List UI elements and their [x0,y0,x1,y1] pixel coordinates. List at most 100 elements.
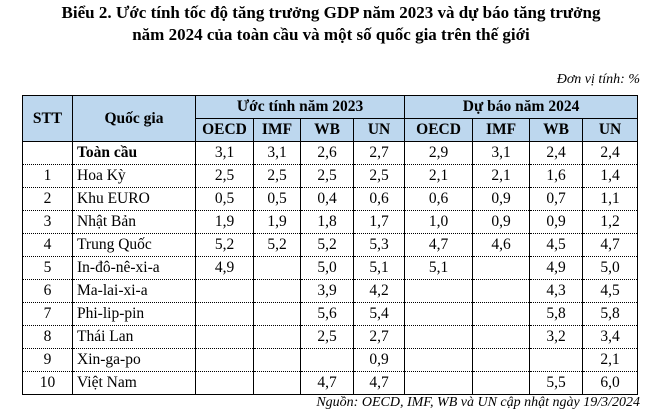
row-value: 4,2 [352,279,406,303]
row-value: 0,4 [300,187,354,211]
row-country: Việt Nam [72,371,196,395]
row-stt: 5 [22,256,73,280]
row-stt: 8 [22,325,73,349]
row-value: 4,5 [529,233,584,257]
row-value: 4,3 [529,279,584,303]
row-value: 1,9 [195,210,254,234]
header-row-groups: STT Quốc gia Ước tính năm 2023 Dự báo nă… [22,95,639,142]
row-country: Xin-ga-po [72,348,196,372]
row-value [404,348,474,372]
row-value: 5,1 [352,256,406,280]
row-value [253,348,301,372]
table-row: 10 Việt Nam 4,7 4,7 5,5 6,0 [22,371,639,395]
row-value: 4,7 [352,371,406,395]
row-value: 1,4 [582,164,639,188]
row-value: 5,5 [529,371,584,395]
row-stt: 7 [22,302,73,326]
row-value: 2,5 [352,164,406,188]
row-value [195,302,254,326]
row-value: 1,9 [253,210,301,234]
row-value: 5,0 [300,256,354,280]
row-value: 3,1 [472,141,531,165]
row-stt: 10 [22,371,73,395]
row-value [300,348,354,372]
header-un-2024: UN [582,118,639,142]
row-value [472,325,531,349]
row-value: 4,9 [195,256,254,280]
row-value [253,325,301,349]
row-value: 0,5 [253,187,301,211]
row-value: 2,5 [300,164,354,188]
row-value: 5,4 [352,302,406,326]
source-note: Nguồn: OECD, IMF, WB và UN cập nhật ngày… [316,395,640,410]
document-title: Biểu 2. Ước tính tốc độ tăng trưởng GDP … [0,2,662,46]
row-value: 1,7 [352,210,406,234]
row-value [253,302,301,326]
row-value [529,348,584,372]
row-stt: 9 [22,348,73,372]
table-row: 1 Hoa Kỳ 2,5 2,5 2,5 2,5 2,1 2,1 1,6 1,4 [22,164,639,188]
header-wb-2023: WB [300,118,354,142]
row-value: 1,6 [529,164,584,188]
header-row-sources: OECD IMF WB UN OECD IMF WB UN [23,118,639,142]
header-un-2023: UN [352,118,406,142]
row-value: 2,1 [472,164,531,188]
row-value: 2,4 [529,141,584,165]
row-value: 3,1 [253,141,301,165]
row-country: Hoa Kỳ [72,164,196,188]
row-value: 5,2 [253,233,301,257]
row-value: 5,8 [582,302,639,326]
table-row: 9 Xin-ga-po 0,9 2,1 [22,348,639,372]
row-value: 5,2 [195,233,254,257]
row-value [404,325,474,349]
row-value: 5,6 [300,302,354,326]
table-row: Toàn cầu 3,1 3,1 2,6 2,7 2,9 3,1 2,4 2,4 [22,141,639,165]
header-oecd-2023: OECD [195,118,254,142]
header-group-2024: Dự báo năm 2024 [404,95,639,119]
table-row: 8 Thái Lan 2,5 2,7 3,2 3,4 [22,325,639,349]
header-wb-2024: WB [529,118,584,142]
row-value [195,348,254,372]
row-stt: 4 [22,233,73,257]
header-stt: STT [22,95,73,142]
row-value: 0,9 [529,210,584,234]
row-value: 4,7 [582,233,639,257]
row-value [472,371,531,395]
row-country: Trung Quốc [72,233,196,257]
table-row: 6 Ma-lai-xi-a 3,9 4,2 4,3 4,5 [22,279,639,303]
row-value [195,325,254,349]
title-line-2: năm 2024 của toàn cầu và một số quốc gia… [132,25,530,44]
row-value: 2,1 [582,348,639,372]
table-row: 7 Phi-lip-pin 5,6 5,4 5,8 5,8 [22,302,639,326]
row-value: 4,5 [582,279,639,303]
row-value: 6,0 [582,371,639,395]
row-country: Toàn cầu [72,141,196,165]
row-value [472,348,531,372]
row-stt: 2 [22,187,73,211]
row-value [195,371,254,395]
row-value: 0,5 [195,187,254,211]
row-country: In-đô-nê-xi-a [72,256,196,280]
row-value: 3,4 [582,325,639,349]
row-value [195,279,254,303]
row-value [404,279,474,303]
row-value: 0,7 [529,187,584,211]
row-value: 0,6 [404,187,474,211]
gdp-table: STT Quốc gia Ước tính năm 2023 Dự báo nă… [22,95,639,395]
row-value: 0,9 [472,210,531,234]
row-value: 2,7 [352,141,406,165]
table-row: 4 Trung Quốc 5,2 5,2 5,2 5,3 4,7 4,6 4,5 4,7 [22,233,639,257]
row-value: 3,9 [300,279,354,303]
table-row: 5 In-đô-nê-xi-a 4,9 5,0 5,1 5,1 4,9 5,0 [22,256,639,280]
row-value: 2,6 [300,141,354,165]
row-value: 1,2 [582,210,639,234]
row-value: 2,5 [253,164,301,188]
header-imf-2023: IMF [253,118,301,142]
row-value: 1,1 [582,187,639,211]
row-value [253,371,301,395]
row-country: Ma-lai-xi-a [72,279,196,303]
row-value: 2,5 [195,164,254,188]
header-group-2023: Ước tính năm 2023 [194,95,406,119]
row-stt: 3 [22,210,73,234]
